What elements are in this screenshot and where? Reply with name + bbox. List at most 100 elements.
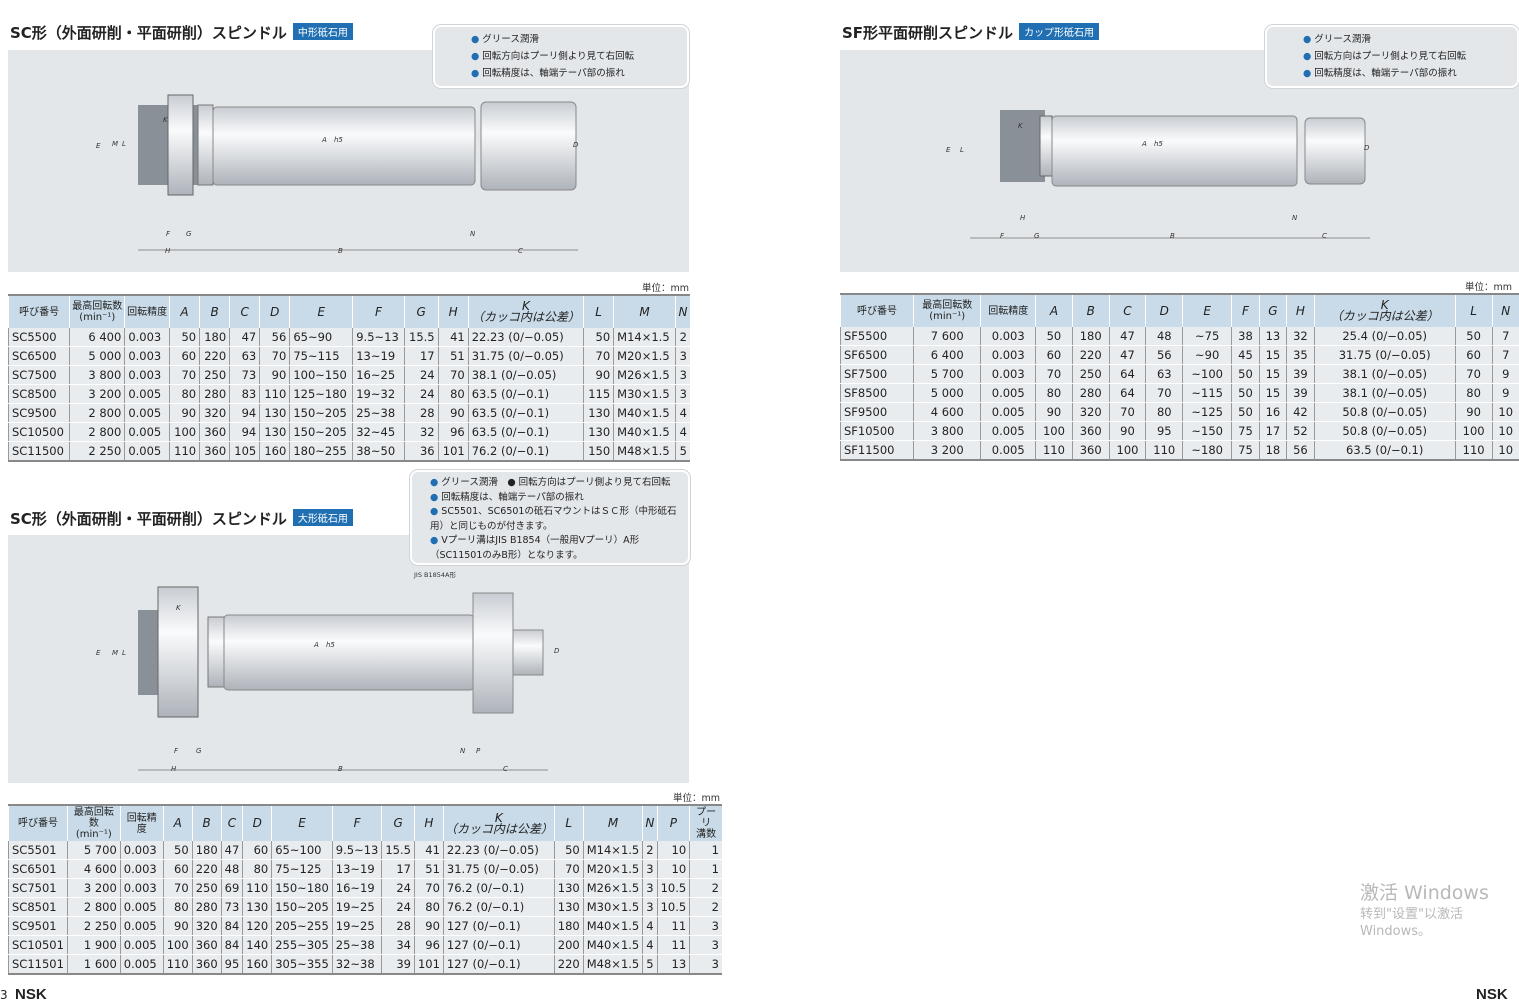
table-cell: 76.2 (0/−0.1) — [442, 897, 555, 917]
table-cell: 95 — [1145, 421, 1183, 441]
table-cell: 80 — [413, 897, 444, 917]
table-cell: SC6501 — [8, 859, 68, 879]
table-cell: 70 — [1454, 364, 1492, 384]
dim-label: G — [196, 747, 202, 755]
table-cell: 15.5 — [381, 841, 415, 860]
notes-sc-large: グリース潤滑 ● 回転方向はプーリ側より見て右回転 回転精度は、軸端テーパ部の振… — [410, 470, 690, 565]
table-cell: 0.005 — [980, 421, 1036, 441]
table-cell: 0.003 — [119, 841, 164, 860]
spec-table-sc-large: 呼び番号 最高回転数 (min⁻¹) 回転精度 A B C D E F G H K （カッコ内は公差）… — [8, 804, 722, 975]
table-cell: 2 — [674, 328, 690, 347]
table-cell: 31.75 (0/−0.05) — [1313, 345, 1456, 365]
dim-label: B — [338, 765, 343, 773]
table-cell: 60 — [168, 346, 200, 366]
activation-watermark-sub: 转到"设置"以激活 Windows。 — [1360, 907, 1463, 939]
table-cell: 0.005 — [119, 954, 164, 975]
table-cell: 150~205 — [271, 897, 333, 917]
table-cell: 0.005 — [980, 402, 1036, 422]
column-header: 回転精度 — [980, 293, 1036, 327]
table-cell: 220 — [191, 859, 222, 879]
table-cell: 28 — [403, 403, 439, 423]
table-cell: 2 250 — [69, 441, 125, 462]
column-header: B — [191, 804, 222, 841]
activation-watermark: 激活 Windows — [1360, 882, 1489, 904]
table-cell: 38.1 (0/−0.05) — [467, 365, 584, 385]
column-header: プーリ 溝数 — [689, 804, 722, 841]
table-cell: 47 — [220, 841, 243, 860]
table-cell: 0.005 — [124, 384, 170, 404]
table-cell: 10 — [656, 841, 690, 860]
table-cell: SF10500 — [839, 421, 914, 441]
column-header: B — [1071, 293, 1110, 327]
table-cell: M40×1.5 — [613, 422, 676, 442]
table-cell: 100 — [1454, 421, 1492, 441]
table-cell: 70 — [437, 365, 469, 385]
column-header: M — [613, 294, 676, 328]
dim-label: L — [960, 146, 964, 154]
table-cell: 0.005 — [124, 422, 170, 442]
column-header: H — [1286, 293, 1315, 327]
table-cell: 42 — [1286, 402, 1315, 422]
table-row: SC10501 1 900 0.005 100 360 84 140 255~305 25~38… — [8, 935, 722, 955]
table-cell: 84 — [220, 916, 243, 936]
table-cell: M26×1.5 — [582, 878, 643, 898]
table-cell: 140 — [242, 935, 272, 955]
table-cell: SF5500 — [839, 327, 914, 346]
table-cell: 9.5~13 — [331, 841, 382, 860]
table-cell: 19~25 — [331, 897, 382, 917]
table-cell: 35 — [1286, 345, 1315, 365]
table-cell: 3 800 — [69, 365, 125, 385]
dim-label: M — [112, 140, 118, 148]
column-header: G — [381, 804, 415, 841]
table-cell: 50 — [168, 328, 200, 347]
table-cell: 130 — [242, 897, 272, 917]
table-cell: 255~305 — [271, 935, 333, 955]
table-cell: 2 800 — [66, 897, 121, 917]
table-cell: 305~355 — [271, 954, 333, 975]
table-cell: SF9500 — [839, 402, 914, 422]
table-row: SC7500 3 800 0.003 70 250 73 90 100~150 16~25 24 7… — [7, 365, 690, 385]
column-header: D — [1145, 293, 1183, 327]
table-cell: ~115 — [1182, 383, 1232, 403]
column-header: 回転精度 — [124, 294, 170, 328]
table-cell: 16 — [1258, 402, 1287, 422]
column-header: A — [162, 804, 193, 841]
table-cell: 5 700 — [66, 841, 121, 860]
note: グリース潤滑 — [1303, 31, 1507, 48]
table-cell: 9 — [1491, 383, 1519, 403]
table-cell: 22.23 (0/−0.05) — [467, 328, 584, 347]
note: 回転方向はプーリ側より見て右回転 — [471, 48, 677, 65]
table-cell: 5 — [674, 441, 690, 462]
dim-label: L — [122, 649, 126, 657]
column-header: E — [1182, 293, 1232, 327]
table-cell: M30×1.5 — [582, 897, 643, 917]
note: グリース潤滑 — [471, 31, 677, 48]
table-cell: 17 — [1258, 421, 1287, 441]
table-cell: M40×1.5 — [613, 403, 676, 423]
table-cell: 360 — [199, 422, 230, 442]
table-cell: 52 — [1286, 421, 1315, 441]
table-cell: 70 — [583, 346, 614, 366]
table-cell: SC9500 — [7, 403, 70, 423]
table-cell: 360 — [1071, 421, 1110, 441]
table-cell: SC7501 — [8, 878, 68, 898]
table-cell: 39 — [1286, 383, 1315, 403]
dim-label: E — [96, 649, 101, 657]
dim-label: N — [470, 230, 476, 238]
table-cell: 101 — [437, 441, 469, 462]
table-cell: 110 — [1035, 440, 1073, 461]
column-header: 回転精度 — [119, 804, 164, 841]
dim-label: C — [1322, 232, 1327, 240]
table-cell: 51 — [437, 346, 469, 366]
table-cell: 11 — [656, 935, 690, 955]
table-cell: 100 — [168, 422, 200, 442]
column-header: E — [289, 294, 353, 328]
table-cell: 105 — [229, 441, 260, 462]
table-cell: 10.5 — [656, 897, 690, 917]
table-cell: M14×1.5 — [582, 841, 643, 860]
table-cell: 150~180 — [271, 878, 333, 898]
table-cell: 60 — [242, 841, 272, 860]
table-cell: SC11501 — [8, 954, 68, 975]
table-cell: 50 — [1231, 383, 1260, 403]
table-cell: 13~19 — [352, 346, 405, 366]
